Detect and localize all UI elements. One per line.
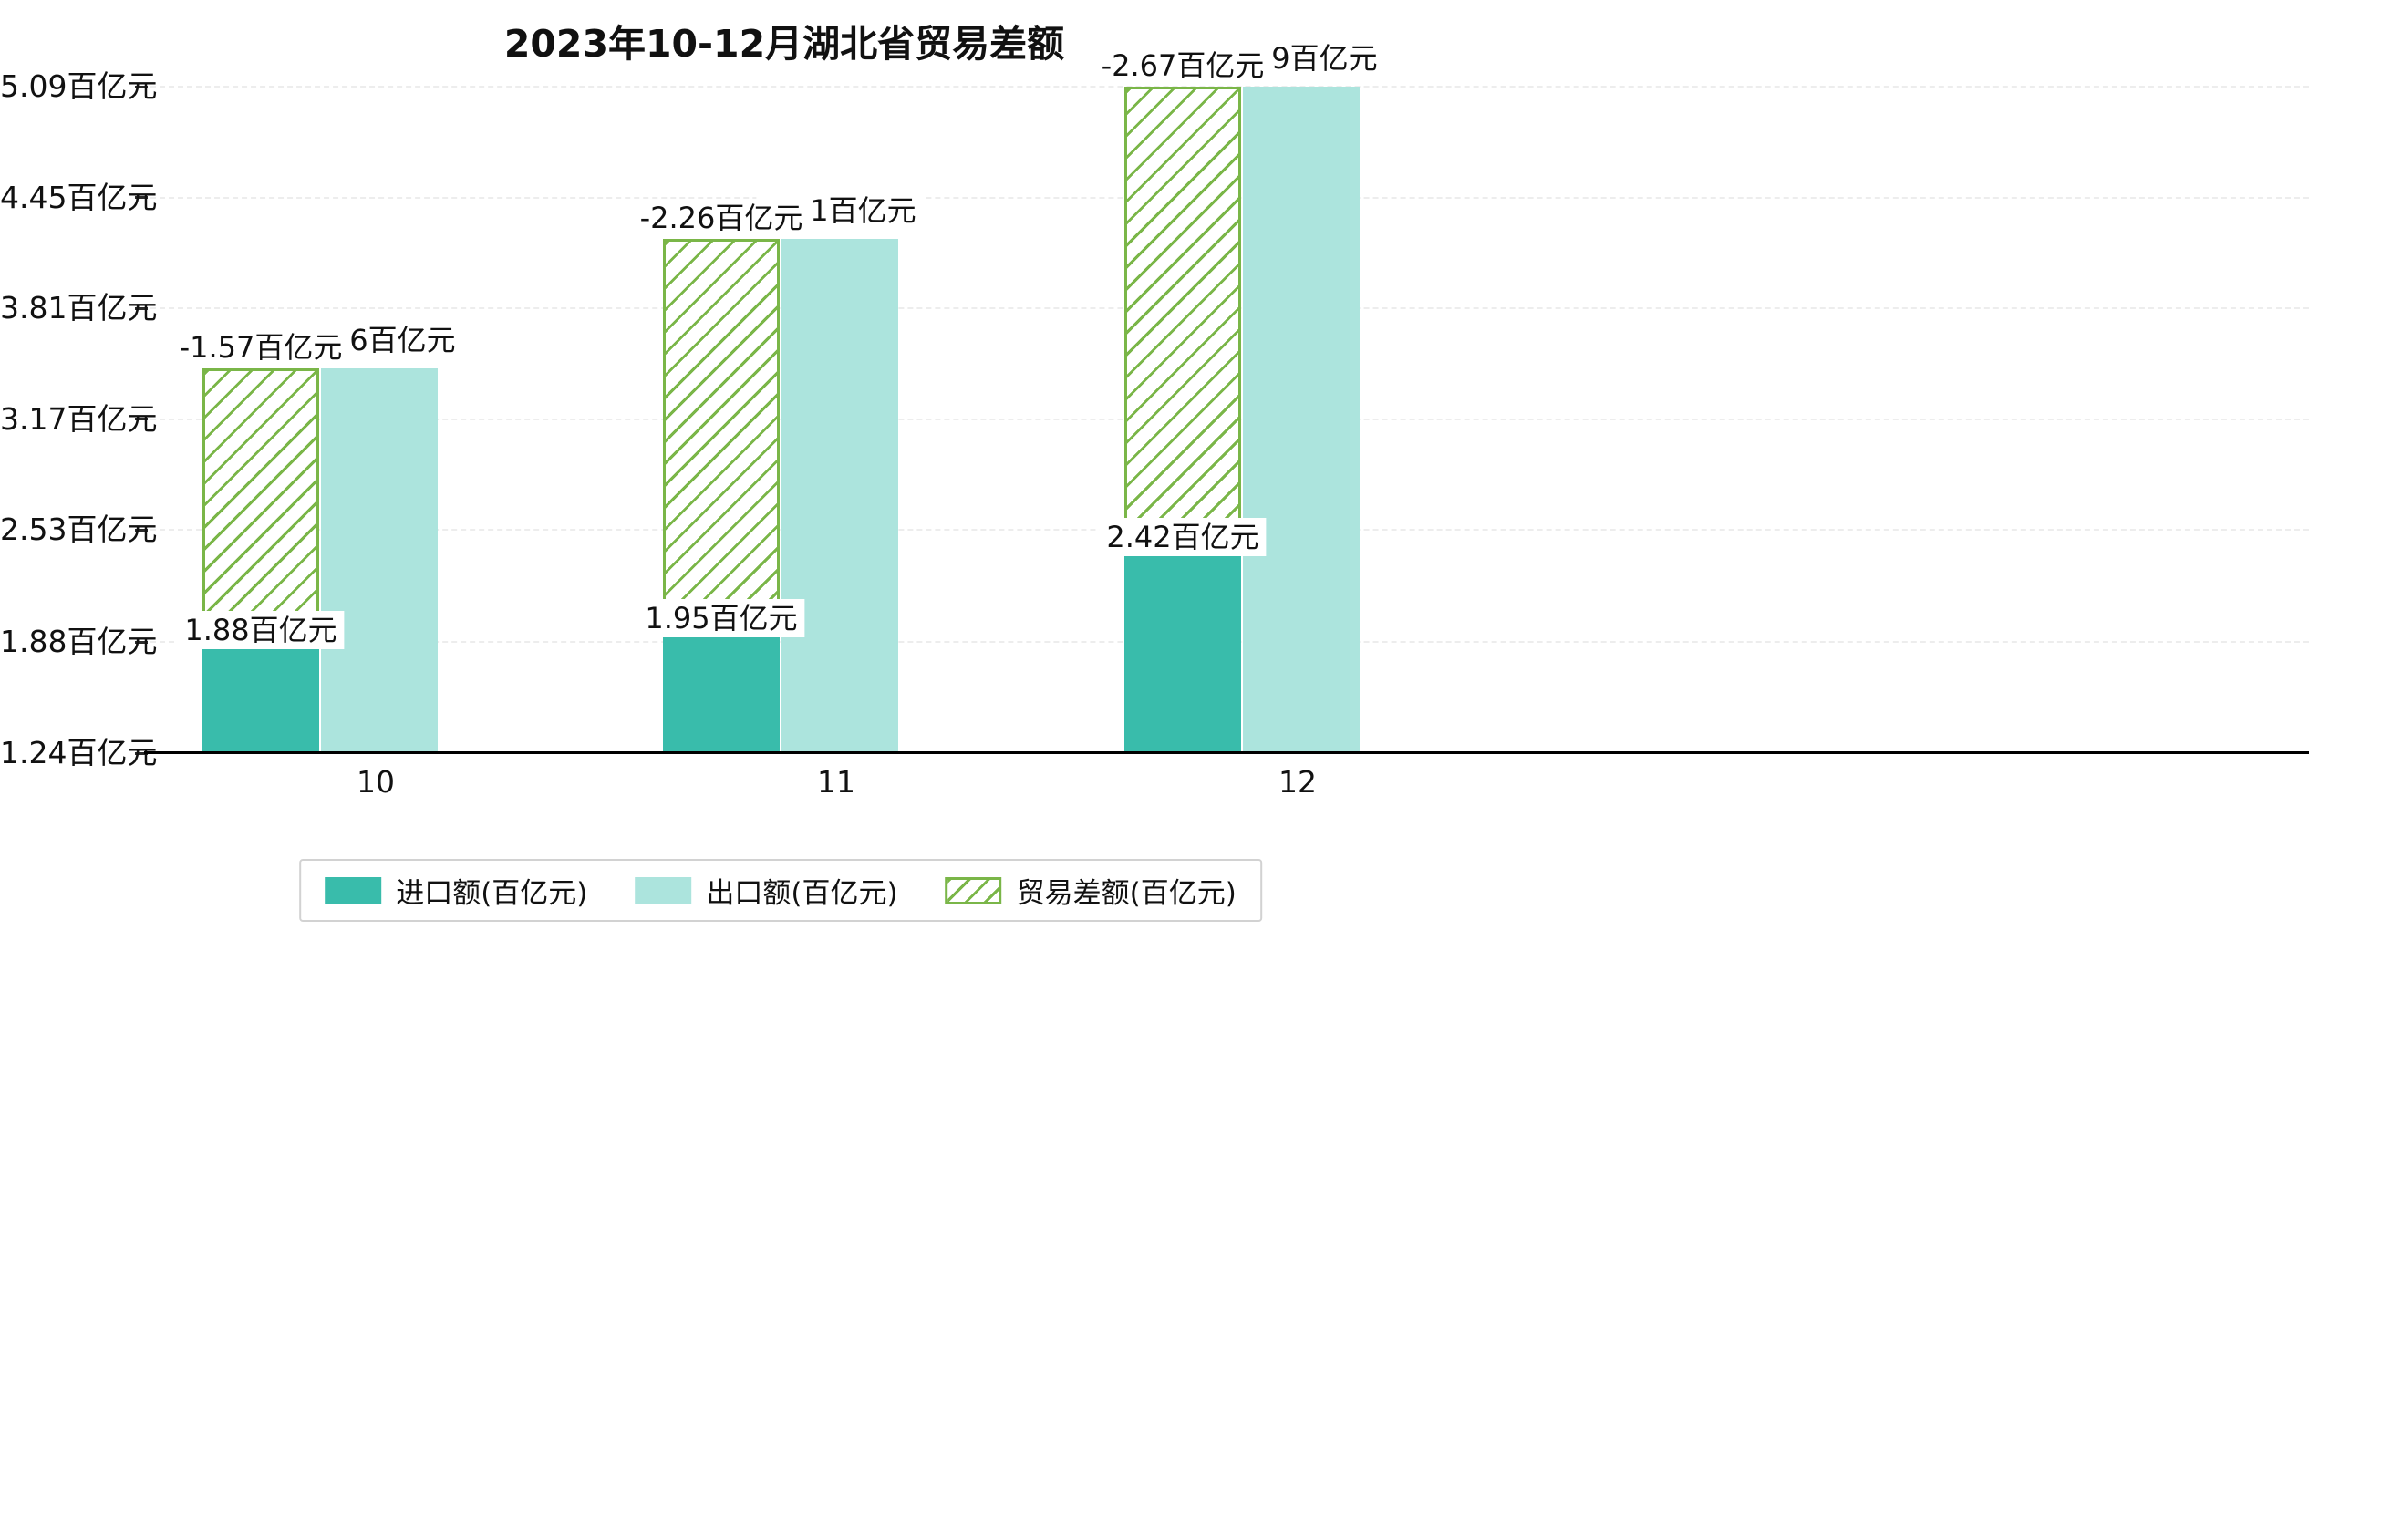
trade-balance-value-label: -2.26百亿元 bbox=[632, 199, 811, 238]
y-axis-label: 4.45百亿元 bbox=[0, 179, 158, 215]
y-tick-mark bbox=[135, 196, 148, 200]
trade-balance-bar bbox=[1124, 87, 1241, 549]
import-value-label: 1.95百亿元 bbox=[637, 599, 805, 638]
trade-balance-value-label: -1.57百亿元 bbox=[171, 328, 350, 367]
trade-balance-bar bbox=[202, 368, 319, 643]
y-tick-mark bbox=[135, 751, 148, 755]
trade-balance-value-label: -2.67百亿元 bbox=[1093, 47, 1272, 85]
x-axis-line bbox=[144, 751, 2309, 754]
y-tick-mark bbox=[135, 640, 148, 644]
hatched-swatch-icon bbox=[945, 876, 1002, 904]
import-bar bbox=[663, 630, 780, 753]
legend: 进口额(百亿元) 出口额(百亿元) 贸易差额(百亿元) bbox=[299, 859, 1262, 922]
trade-balance-bar bbox=[663, 239, 780, 631]
y-axis-label: 2.53百亿元 bbox=[0, 512, 158, 548]
solid-swatch-icon bbox=[635, 876, 692, 904]
solid-swatch-icon bbox=[325, 876, 382, 904]
legend-item: 出口额(百亿元) bbox=[635, 870, 898, 911]
chart-title: 2023年10-12月湖北省贸易差额 bbox=[503, 22, 1065, 66]
export-bar bbox=[781, 239, 898, 753]
y-axis-label: 3.17百亿元 bbox=[0, 400, 158, 437]
import-value-label: 2.42百亿元 bbox=[1099, 517, 1267, 556]
y-axis-label: 1.24百亿元 bbox=[0, 735, 158, 770]
import-value-label: 1.88百亿元 bbox=[177, 611, 345, 650]
export-bar bbox=[1243, 87, 1360, 753]
import-bar bbox=[202, 642, 319, 753]
y-axis-label: 3.81百亿元 bbox=[0, 290, 158, 326]
y-tick-mark bbox=[135, 85, 148, 88]
x-axis-label: 12 bbox=[1278, 764, 1317, 800]
import-bar bbox=[1124, 548, 1241, 753]
y-tick-mark bbox=[135, 418, 148, 421]
legend-item-label: 贸易差额(百亿元) bbox=[1016, 877, 1237, 910]
export-bar bbox=[321, 368, 438, 753]
legend-item: 进口额(百亿元) bbox=[325, 870, 587, 911]
legend-item-label: 进口额(百亿元) bbox=[396, 877, 588, 910]
y-axis-label: 1.88百亿元 bbox=[0, 624, 158, 660]
legend-item: 贸易差额(百亿元) bbox=[945, 870, 1237, 911]
y-axis-label: 5.09百亿元 bbox=[0, 68, 158, 104]
y-tick-mark bbox=[135, 306, 148, 310]
y-tick-mark bbox=[135, 528, 148, 532]
legend-item-label: 出口额(百亿元) bbox=[706, 877, 898, 910]
x-axis-label: 11 bbox=[817, 764, 855, 800]
x-axis-label: 10 bbox=[357, 764, 395, 800]
